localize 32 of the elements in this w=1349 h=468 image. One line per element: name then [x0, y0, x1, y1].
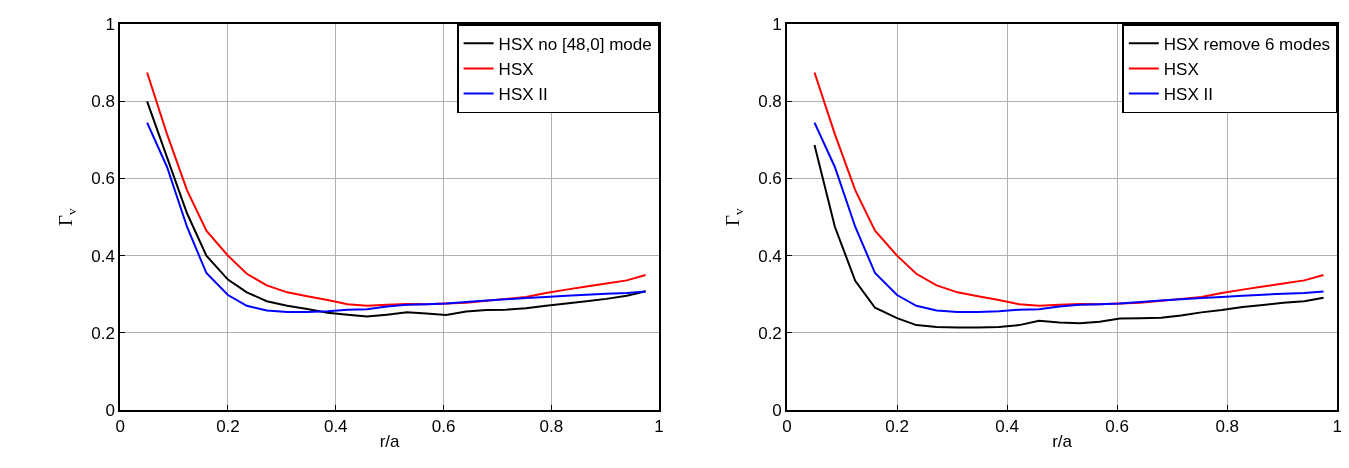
- line-series: [813, 143, 1325, 329]
- x-axis-title: r/a: [379, 432, 401, 452]
- x-axis-title: r/a: [1052, 432, 1073, 452]
- x-tick-label: 0.2: [885, 417, 909, 437]
- y-tick-label: 0.6: [91, 169, 115, 189]
- y-tick-label: 0.2: [91, 323, 115, 343]
- y-tick-label: 1: [772, 15, 782, 35]
- y-tick-label: 0.2: [758, 323, 782, 343]
- x-tick-label: 0.8: [1215, 417, 1240, 437]
- y-tick-label: 1: [105, 15, 115, 35]
- y-tick-label: 0.4: [758, 246, 782, 266]
- y-tick-label: 0: [105, 400, 115, 420]
- legend-label: HSX II: [1163, 85, 1213, 105]
- x-tick-label: 0.4: [323, 417, 348, 437]
- y-tick-label: 0.8: [758, 92, 782, 112]
- y-tick-label: 0.4: [91, 246, 115, 266]
- y-tick-label: 0: [772, 400, 782, 420]
- y-tick-label: 0.8: [91, 92, 115, 112]
- x-tick-label: 1: [1332, 417, 1343, 437]
- line-series: [813, 121, 1325, 313]
- y-tick-label: 0.6: [758, 169, 782, 189]
- x-tick-label: 0.6: [1105, 417, 1129, 437]
- x-tick-label: 0.8: [539, 417, 564, 437]
- x-tick-label: 0.6: [431, 417, 456, 437]
- x-tick-label: 1: [654, 417, 664, 437]
- legend-label: HSX: [498, 60, 534, 80]
- x-tick-label: 0.4: [995, 417, 1019, 437]
- legend-label: HSX remove 6 modes: [1163, 34, 1331, 54]
- legend-label: HSX no [48,0] mode: [498, 34, 652, 54]
- legend-label: HSX: [1163, 60, 1199, 80]
- x-tick-label: 0.2: [216, 417, 240, 437]
- legend-label: HSX II: [498, 85, 548, 105]
